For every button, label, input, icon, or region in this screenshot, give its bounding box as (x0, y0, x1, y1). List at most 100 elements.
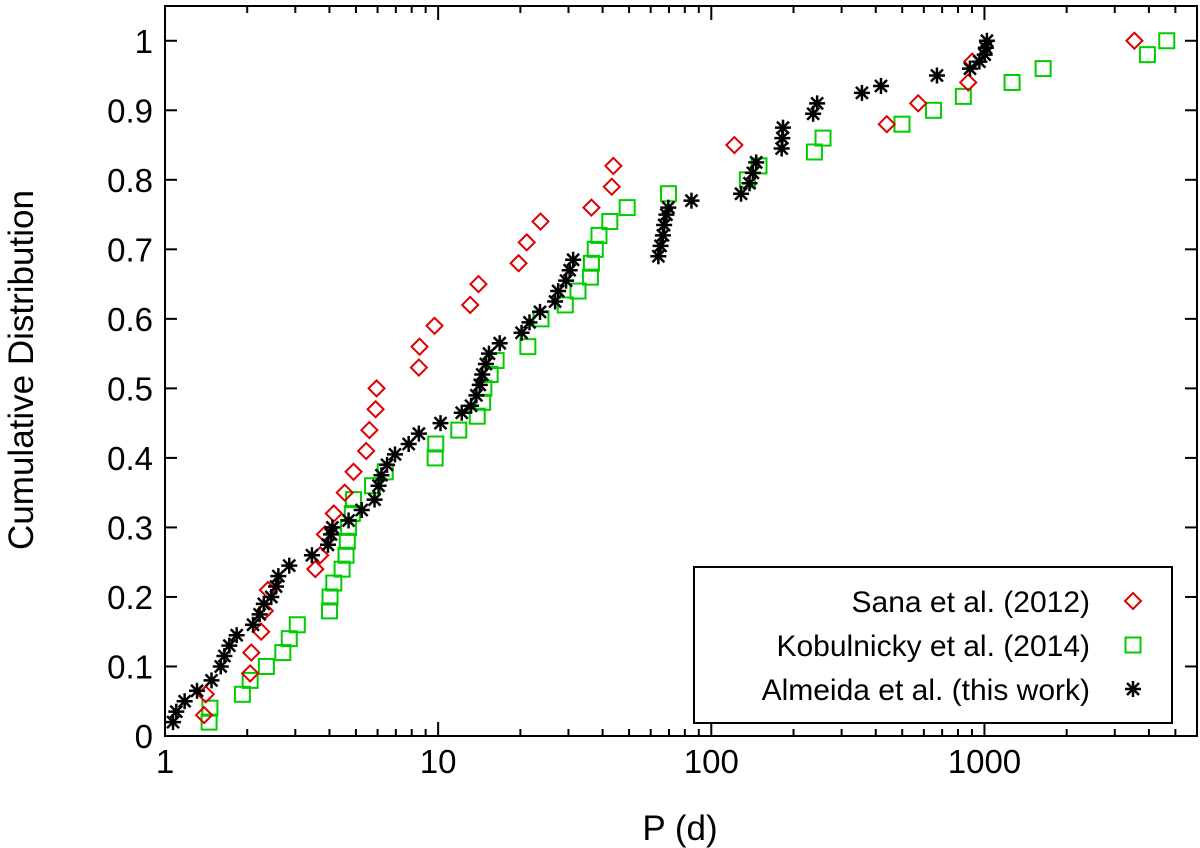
data-point-star (221, 637, 238, 654)
star-stroke (533, 305, 547, 319)
star-stroke (684, 193, 699, 208)
legend-marker-diamond (1123, 591, 1143, 611)
data-point-square (321, 588, 339, 606)
star-stroke (775, 131, 790, 145)
data-point-diamond (603, 156, 623, 176)
star-stroke (472, 378, 487, 392)
star-stroke (566, 252, 581, 267)
data-point-star (872, 77, 889, 94)
data-point-star (366, 491, 383, 508)
data-point-diamond (344, 462, 363, 482)
data-point-square (569, 282, 587, 300)
data-point-star (652, 237, 669, 254)
data-point-star (353, 502, 370, 519)
data-point-star (809, 95, 826, 112)
star-stroke (492, 336, 507, 351)
legend-label-sana: Sana et al. (2012) (852, 586, 1091, 619)
data-point-square (805, 143, 823, 161)
data-point-square (450, 421, 468, 439)
star-stroke (374, 468, 389, 483)
star-stroke (855, 86, 869, 100)
data-point-star (340, 512, 357, 529)
data-point-diamond (877, 114, 897, 134)
legend-label-kobulnicky: Kobulnicky et al. (2014) (776, 630, 1090, 663)
data-point-star (971, 53, 988, 70)
data-point-star (565, 251, 582, 268)
star-stroke (325, 520, 340, 535)
data-point-star (189, 682, 206, 699)
data-point-star (656, 217, 673, 233)
data-point-star (547, 293, 564, 310)
data-point-star (853, 84, 870, 101)
star-stroke (1126, 682, 1140, 696)
data-point-diamond (602, 177, 622, 197)
data-point-square (345, 491, 363, 509)
data-point-star (168, 703, 185, 720)
star-stroke (246, 617, 260, 632)
legend-marker-star (1125, 681, 1141, 697)
data-point-diamond (305, 559, 325, 579)
data-point-star (251, 606, 268, 623)
plot-frame (164, 5, 1198, 737)
data-point-square (333, 560, 351, 578)
data-point-star (774, 119, 791, 136)
data-marks (165, 31, 1176, 731)
star-stroke (522, 315, 537, 330)
data-point-square (325, 574, 343, 592)
data-point-star (432, 415, 449, 432)
data-point-star (961, 60, 978, 77)
data-point-star (491, 335, 508, 352)
data-point-star (228, 627, 245, 644)
data-point-star (453, 404, 470, 421)
data-point-star (521, 314, 538, 331)
star-stroke (341, 513, 356, 528)
data-point-square (338, 532, 356, 550)
star-stroke (514, 325, 529, 340)
data-point-star (386, 446, 403, 463)
data-point-star (268, 578, 285, 595)
data-point-square (320, 602, 338, 620)
star-stroke (271, 569, 286, 583)
data-point-diamond (469, 274, 488, 294)
star-stroke (810, 96, 824, 111)
data-point-star (773, 140, 790, 157)
star-stroke (980, 33, 994, 48)
data-point-star (660, 199, 677, 216)
data-point-diamond (409, 358, 429, 377)
star-stroke (657, 218, 672, 232)
data-point-square (274, 644, 292, 662)
data-point-star (176, 693, 193, 710)
data-point-square (590, 226, 608, 244)
legend-marker-square (1124, 636, 1142, 654)
data-point-square (1138, 46, 1156, 64)
y-axis-title: Cumulative Distribution (2, 190, 41, 550)
data-point-diamond (194, 705, 214, 725)
star-stroke (454, 405, 469, 420)
star-stroke (776, 120, 790, 135)
data-point-star (319, 536, 336, 553)
star-stroke (551, 284, 566, 298)
data-point-square (233, 685, 251, 703)
legend: Sana et al. (2012) Kobulnicky et al. (20… (693, 566, 1173, 724)
star-stroke (229, 628, 244, 643)
y-tick-label: 0.8 (107, 162, 153, 199)
star-stroke (411, 426, 426, 441)
data-point-star (281, 557, 298, 574)
star-stroke (963, 61, 977, 76)
data-point-star (303, 547, 320, 564)
data-point-star (513, 324, 530, 341)
data-point-diamond (324, 504, 344, 523)
star-stroke (367, 492, 382, 507)
data-point-square (241, 671, 259, 689)
star-stroke (401, 437, 416, 451)
x-tick-label: 1 (156, 743, 174, 780)
y-tick-label: 0.2 (107, 579, 153, 616)
star-stroke (388, 447, 402, 462)
data-point-square (426, 449, 444, 467)
data-point-square (601, 213, 619, 231)
star-stroke (177, 694, 192, 709)
data-point-diamond (509, 253, 528, 273)
x-tick-label: 10 (420, 743, 457, 780)
star-stroke (661, 200, 676, 215)
star-stroke (653, 238, 668, 253)
